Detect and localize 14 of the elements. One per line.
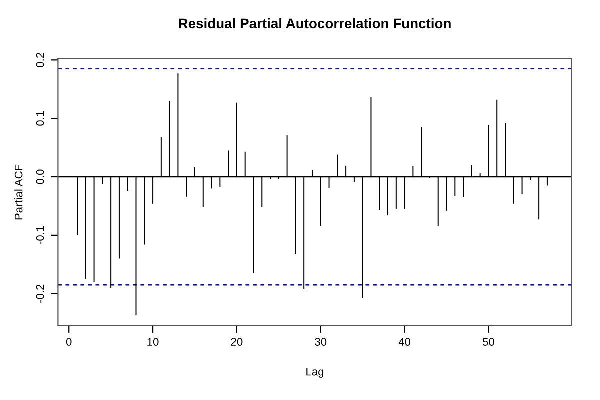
chart-title: Residual Partial Autocorrelation Function [179, 18, 451, 29]
y-tick-label: 0.2 [36, 53, 44, 68]
y-axis-title: Partial ACF [14, 164, 23, 220]
y-tick-label: -0.2 [36, 284, 44, 303]
x-tick-label: 30 [315, 338, 327, 346]
x-tick-label: 0 [66, 338, 72, 346]
x-tick-label: 50 [482, 338, 494, 346]
x-tick-label: 20 [231, 338, 243, 346]
x-tick-label: 10 [148, 338, 159, 346]
y-tick-label: -0.1 [36, 226, 44, 245]
x-axis-title: Lag [306, 368, 324, 378]
y-tick-label: 0.0 [36, 170, 44, 184]
y-tick-label: 0.1 [36, 111, 44, 126]
x-tick-label: 40 [398, 338, 411, 346]
